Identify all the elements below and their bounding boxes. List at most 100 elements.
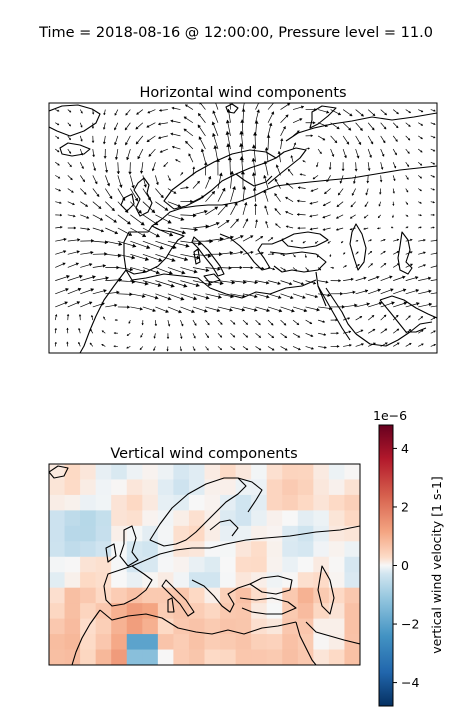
wind-vector-head xyxy=(132,243,137,248)
wind-vector-head xyxy=(433,122,436,125)
wind-vector-head xyxy=(360,113,364,117)
wind-vector-head xyxy=(114,230,119,235)
wind-vector-head xyxy=(432,201,435,204)
wind-vector-head xyxy=(218,172,223,177)
wind-vector-head xyxy=(350,277,354,281)
mesh-cell xyxy=(64,587,81,604)
wind-vector-head xyxy=(136,112,140,115)
wind-vector-head xyxy=(225,131,230,135)
wind-vector-head xyxy=(347,317,351,320)
mesh-cell xyxy=(111,479,128,496)
wind-vector-head xyxy=(121,197,126,201)
wind-vector-head xyxy=(90,314,94,318)
wind-vector-head xyxy=(416,302,420,306)
wind-vector-head xyxy=(299,173,302,176)
wind-vector-head xyxy=(135,126,139,130)
wind-vector-head xyxy=(384,112,387,116)
wind-vector-head xyxy=(396,238,400,242)
wind-vector-head xyxy=(119,184,123,188)
mesh-cell xyxy=(235,464,252,481)
mesh-cell xyxy=(95,587,112,604)
mesh-cell xyxy=(111,572,128,589)
mesh-cell xyxy=(80,572,97,589)
mesh-cell xyxy=(282,541,299,558)
mesh-cell xyxy=(142,618,159,635)
wind-vector-head xyxy=(125,142,129,146)
wind-vector-head xyxy=(253,307,258,312)
mesh-cell xyxy=(220,649,237,665)
wind-vector-head xyxy=(183,128,187,132)
mesh-cell xyxy=(126,649,143,665)
wind-vector-head xyxy=(140,221,145,226)
mesh-cell xyxy=(220,618,237,635)
mesh-cell xyxy=(235,587,252,604)
wind-vector-head xyxy=(367,168,371,171)
wind-vector-head xyxy=(198,136,203,140)
wind-vector xyxy=(155,253,176,262)
wind-vector-head xyxy=(159,108,162,112)
mesh-cell xyxy=(173,603,190,620)
wind-vector-head xyxy=(114,113,117,116)
mesh-cell xyxy=(157,634,174,651)
wind-vector-head xyxy=(146,244,151,250)
wind-vector-head xyxy=(131,255,136,260)
wind-vector-head xyxy=(160,194,164,199)
wind-vector-head xyxy=(371,315,375,318)
wind-vector-head xyxy=(285,211,288,214)
mesh-cell xyxy=(297,618,314,635)
wind-vector-head xyxy=(264,205,268,209)
wind-vector-head xyxy=(139,347,142,350)
wind-vector-head xyxy=(173,190,177,194)
wind-vector-head xyxy=(203,161,208,165)
mesh-cell xyxy=(204,525,221,542)
mesh-cell xyxy=(64,464,81,481)
mesh-cell xyxy=(173,479,190,496)
wind-vector-head xyxy=(131,185,135,189)
wind-vector-head xyxy=(336,344,340,348)
wind-vector-head xyxy=(196,180,200,184)
wind-vector-head xyxy=(103,316,106,319)
mesh-cell xyxy=(297,556,314,573)
wind-vector-head xyxy=(350,204,354,208)
wind-vector-head xyxy=(91,112,95,115)
wind-vector-head xyxy=(281,238,284,241)
wind-vector-head xyxy=(433,330,436,333)
wind-vector-head xyxy=(265,280,270,285)
wind-vector-head xyxy=(171,106,175,110)
wind-vector-head xyxy=(80,139,83,142)
wind-vector-head xyxy=(423,251,426,255)
wind-vector-head xyxy=(275,223,278,226)
wind-vector-head xyxy=(406,164,410,167)
wind-vector-head xyxy=(395,314,399,318)
mesh-cell xyxy=(313,541,330,558)
mesh-cell xyxy=(220,479,237,496)
mesh-cell xyxy=(282,587,299,604)
wind-vector-head xyxy=(167,219,172,224)
mesh-cell xyxy=(188,494,206,511)
wind-vector-head xyxy=(154,323,158,327)
wind-vector-head xyxy=(76,250,80,254)
wind-vector-head xyxy=(204,209,208,214)
wind-vector-head xyxy=(297,335,301,338)
mesh-cell xyxy=(251,464,268,481)
wind-vector-head xyxy=(310,334,314,337)
mesh-cell xyxy=(49,525,66,542)
wind-vector-head xyxy=(383,263,387,266)
wind-vector-head xyxy=(139,307,143,311)
mesh-cell xyxy=(80,603,97,620)
wind-vector-head xyxy=(423,238,426,242)
wind-vector-head xyxy=(128,321,131,324)
wind-vector-head xyxy=(282,253,286,257)
wind-vector-head xyxy=(106,183,111,187)
wind-vector-head xyxy=(392,203,395,206)
wind-vector-head xyxy=(256,109,260,113)
wind-vector xyxy=(142,253,163,262)
wind-vector-head xyxy=(63,250,67,254)
wind-vector-head xyxy=(184,256,189,262)
wind-vector-head xyxy=(302,160,305,163)
mesh-cell xyxy=(188,603,206,620)
wind-vector-head xyxy=(205,295,210,300)
mesh-cell xyxy=(204,618,221,635)
wind-vector-head xyxy=(322,320,326,323)
vertical-wind-frame xyxy=(48,463,361,666)
